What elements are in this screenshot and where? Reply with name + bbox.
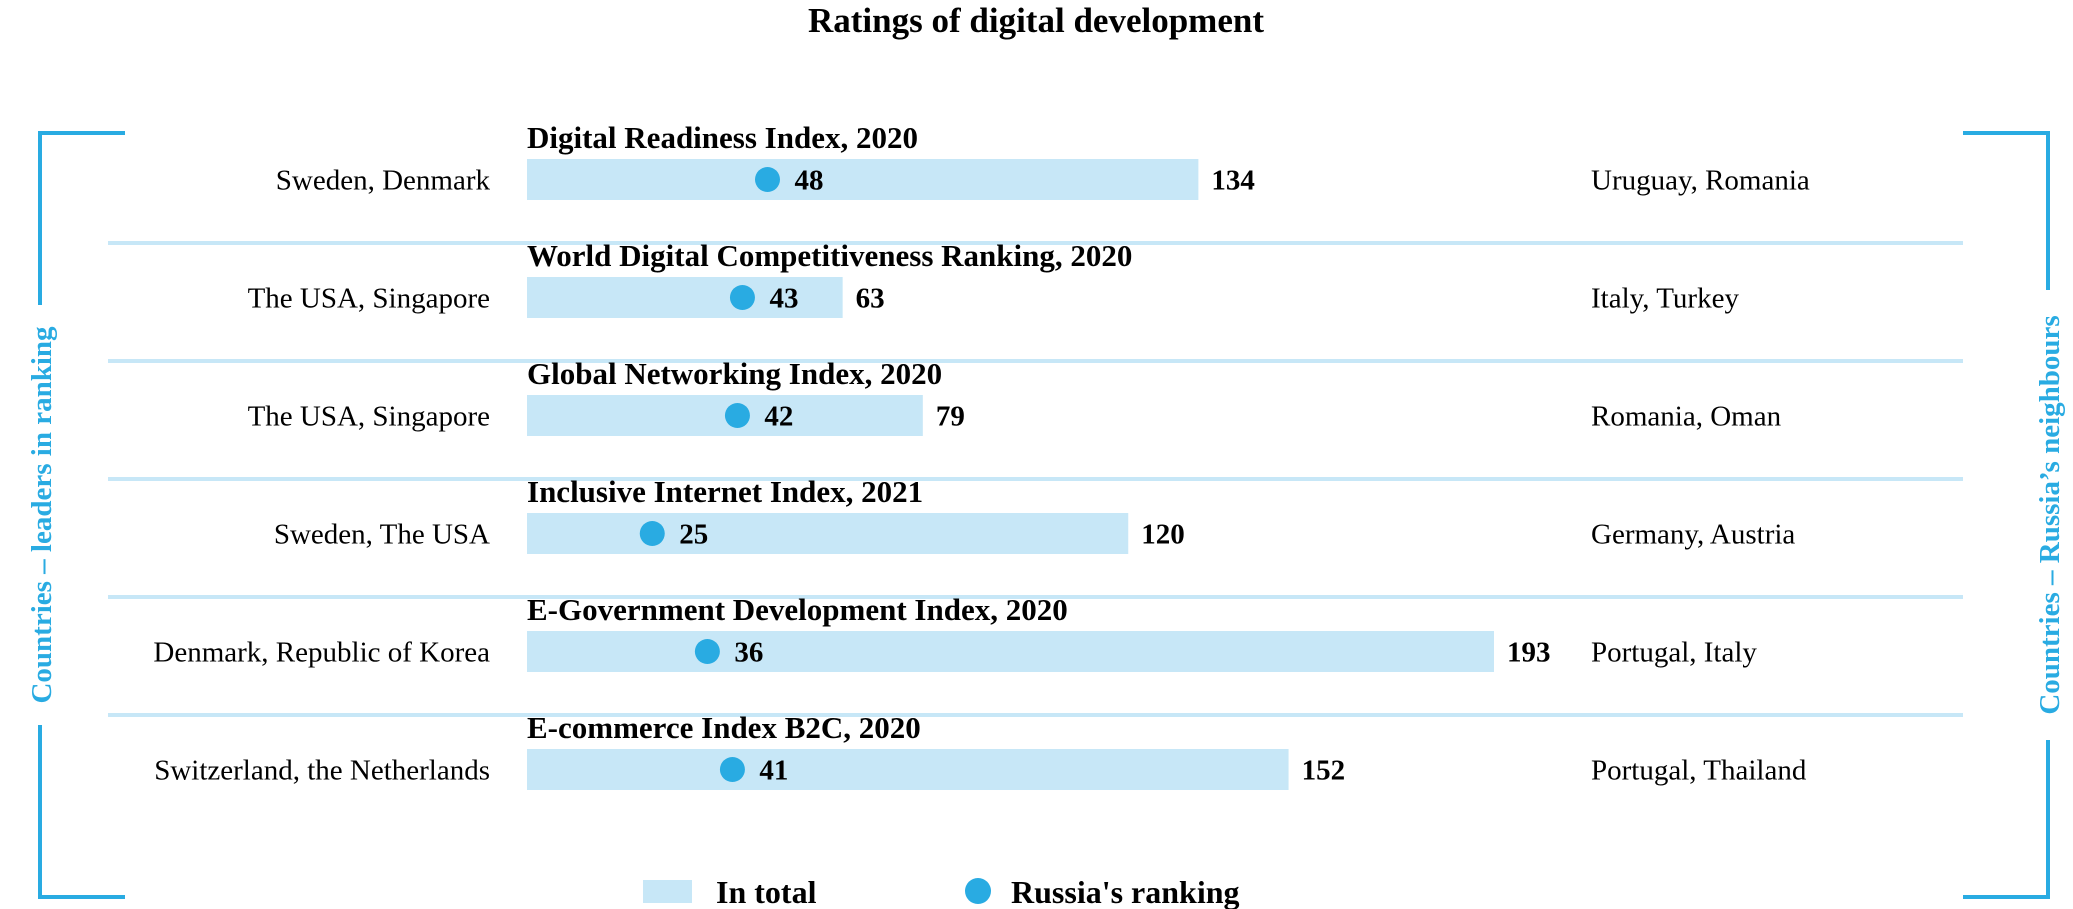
russia-dot-1 (729, 285, 755, 310)
russia-dot-0 (754, 167, 780, 192)
total-bar-0 (527, 159, 1199, 200)
index-title-1: World Digital Competitiveness Ranking, 2… (527, 238, 1132, 273)
russia-dot-4 (694, 639, 720, 664)
index-title-0: Digital Readiness Index, 2020 (527, 120, 918, 155)
leaders-label-0: Sweden, Denmark (276, 165, 491, 197)
total-value-5: 152 (1302, 755, 1346, 787)
neighbours-label-0: Uruguay, Romania (1591, 165, 1810, 197)
total-bar-2 (527, 395, 923, 436)
russia-dot-3 (639, 521, 665, 546)
chart-title: Ratings of digital development (808, 1, 1264, 40)
leaders-label-4: Denmark, Republic of Korea (153, 637, 490, 669)
right-group-label: Countries – Russia’s neighbours (2034, 315, 2066, 714)
legend-total-label: In total (716, 874, 817, 909)
total-bar-3 (527, 513, 1129, 554)
neighbours-label-1: Italy, Turkey (1591, 283, 1739, 315)
total-value-4: 193 (1507, 637, 1551, 669)
index-title-3: Inclusive Internet Index, 2021 (527, 474, 923, 509)
russia-dot-5 (719, 757, 745, 782)
legend-russia-swatch (965, 878, 991, 904)
total-value-1: 63 (856, 283, 885, 315)
index-title-2: Global Networking Index, 2020 (527, 356, 942, 391)
russia-dot-2 (724, 403, 750, 428)
index-title-4: E-Government Development Index, 2020 (527, 592, 1068, 627)
total-value-2: 79 (936, 401, 965, 433)
legend-total-swatch (643, 880, 692, 903)
neighbours-label-2: Romania, Oman (1591, 401, 1782, 433)
neighbours-label-5: Portugal, Thailand (1591, 755, 1807, 787)
leaders-label-5: Switzerland, the Netherlands (154, 755, 490, 787)
leaders-label-1: The USA, Singapore (248, 283, 490, 315)
total-bar-1 (527, 277, 843, 318)
russia-value-1: 43 (769, 283, 798, 315)
leaders-label-2: The USA, Singapore (248, 401, 490, 433)
total-value-0: 134 (1211, 165, 1255, 197)
left-bracket-gap (26, 305, 56, 725)
russia-value-0: 48 (794, 165, 823, 197)
chart-rows: Digital Readiness Index, 2020 Sweden, Den… (108, 120, 1963, 790)
total-bar-5 (527, 749, 1289, 790)
left-group-label: Countries – leaders in ranking (26, 326, 58, 704)
leaders-label-3: Sweden, The USA (274, 519, 490, 551)
russia-value-5: 41 (759, 755, 788, 787)
legend-russia-label: Russia's ranking (1011, 874, 1240, 909)
total-bar-4 (527, 631, 1494, 672)
total-value-3: 120 (1141, 519, 1185, 551)
index-title-5: E-commerce Index B2C, 2020 (527, 710, 921, 745)
neighbours-label-4: Portugal, Italy (1591, 637, 1757, 669)
neighbours-label-3: Germany, Austria (1591, 519, 1795, 551)
russia-value-3: 25 (679, 519, 708, 551)
russia-value-4: 36 (734, 637, 763, 669)
russia-value-2: 42 (764, 401, 793, 433)
right-bracket-gap (2033, 290, 2063, 740)
